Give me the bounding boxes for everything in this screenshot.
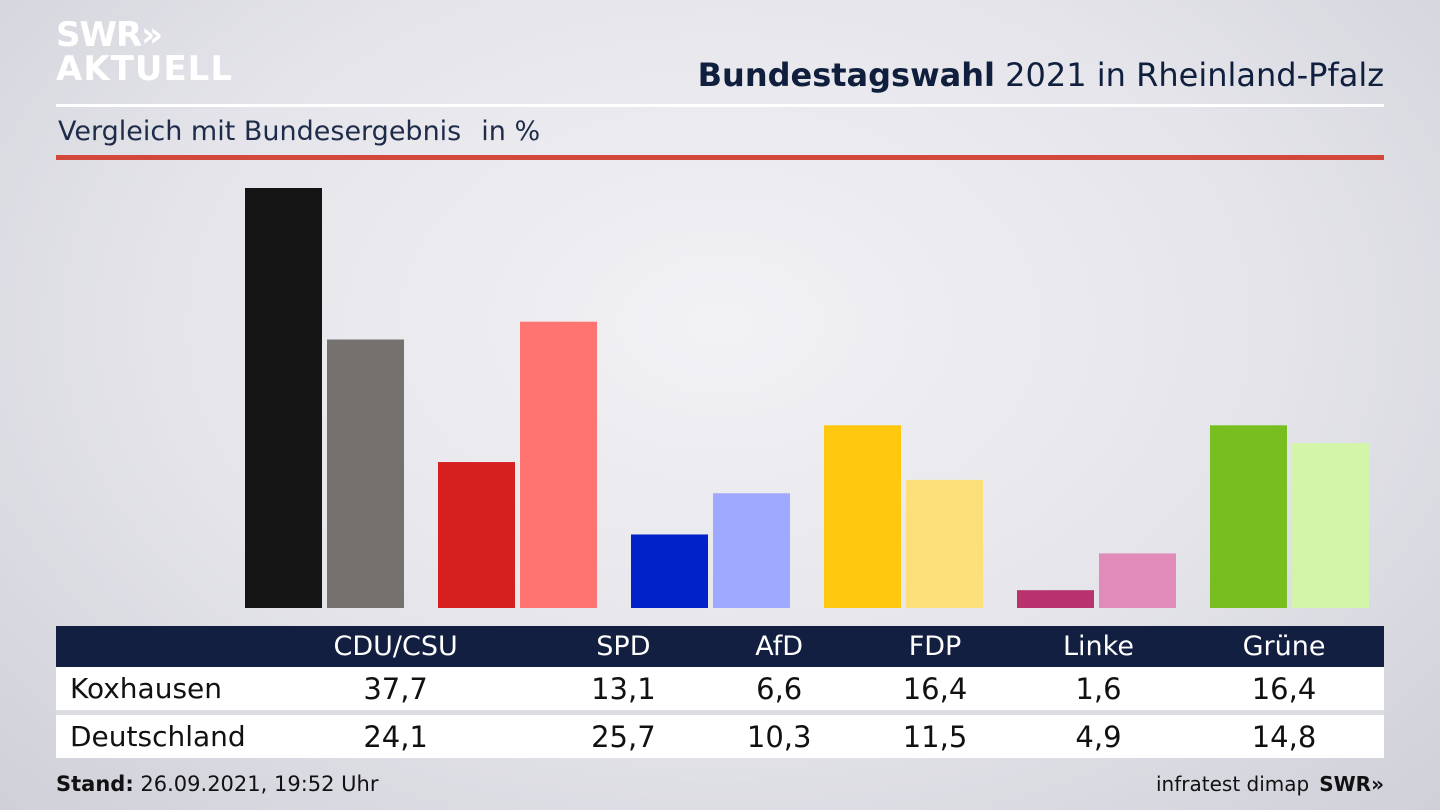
source-text: infratest dimap xyxy=(1156,772,1310,796)
swr-brand-mark: SWR» xyxy=(1319,772,1384,796)
title-divider xyxy=(56,104,1384,107)
bar-deutschland-3 xyxy=(906,479,983,608)
chart-subtitle: Vergleich mit Bundesergebnis in % xyxy=(58,116,540,147)
bar-deutschland-1 xyxy=(520,321,597,608)
col-header-fdp: FDP xyxy=(857,626,1013,667)
row-label: Deutschland xyxy=(56,710,246,758)
logo-line-1: SWR» xyxy=(56,15,163,55)
source-credit: infratest dimap SWR» xyxy=(1156,772,1384,796)
table-cell: 24,1 xyxy=(245,710,546,758)
col-header-cdu: CDU/CSU xyxy=(245,626,546,667)
table-cell: 6,6 xyxy=(701,667,858,713)
chart-title: Bundestagswahl 2021 in Rheinland-Pfalz xyxy=(698,56,1384,94)
results-table: CDU/CSU SPD AfD FDP Linke Grüne Koxhause… xyxy=(56,626,1384,758)
bar-koxhausen-4 xyxy=(1017,590,1094,608)
bar-koxhausen-2 xyxy=(631,534,708,608)
table-cell: 37,7 xyxy=(245,667,546,713)
col-header-linke: Linke xyxy=(1012,626,1185,667)
unit-label: in % xyxy=(481,116,541,147)
subtitle-divider xyxy=(56,155,1384,160)
table-cell: 10,3 xyxy=(701,710,858,758)
stand-label: Stand: xyxy=(56,772,134,796)
bar-koxhausen-5 xyxy=(1210,425,1287,608)
table-cell: 13,1 xyxy=(545,667,702,713)
table-corner xyxy=(56,626,246,667)
table-cell: 16,4 xyxy=(1184,667,1384,713)
bar-koxhausen-0 xyxy=(245,188,322,608)
bar-deutschland-4 xyxy=(1099,553,1176,608)
bar-deutschland-0 xyxy=(327,339,404,608)
table-cell: 1,6 xyxy=(1012,667,1185,713)
swr-aktuell-logo: SWR» AKTUELL xyxy=(56,18,233,86)
col-header-gruene: Grüne xyxy=(1184,626,1384,667)
table-cell: 11,5 xyxy=(857,710,1013,758)
subtitle-text: Vergleich mit Bundesergebnis xyxy=(58,116,462,147)
row-label: Koxhausen xyxy=(56,667,246,713)
title-rest: 2021 in Rheinland-Pfalz xyxy=(995,56,1384,94)
col-header-afd: AfD xyxy=(701,626,858,667)
table-cell: 25,7 xyxy=(545,710,702,758)
stand-value: 26.09.2021, 19:52 Uhr xyxy=(133,772,379,796)
table-row: Deutschland 24,1 25,7 10,3 11,5 4,9 14,8 xyxy=(56,710,1384,758)
table-cell: 14,8 xyxy=(1184,710,1384,758)
col-header-spd: SPD xyxy=(545,626,702,667)
bar-koxhausen-1 xyxy=(438,462,515,608)
bar-deutschland-5 xyxy=(1292,443,1369,608)
table-cell: 16,4 xyxy=(857,667,1013,713)
table-row: Koxhausen 37,7 13,1 6,6 16,4 1,6 16,4 xyxy=(56,667,1384,713)
timestamp: Stand: 26.09.2021, 19:52 Uhr xyxy=(56,772,379,796)
table-cell: 4,9 xyxy=(1012,710,1185,758)
title-bold: Bundestagswahl xyxy=(697,56,995,94)
table-header-row: CDU/CSU SPD AfD FDP Linke Grüne xyxy=(56,626,1384,667)
bar-koxhausen-3 xyxy=(824,425,901,608)
logo-line-2: AKTUELL xyxy=(56,49,234,89)
bar-deutschland-2 xyxy=(713,493,790,608)
